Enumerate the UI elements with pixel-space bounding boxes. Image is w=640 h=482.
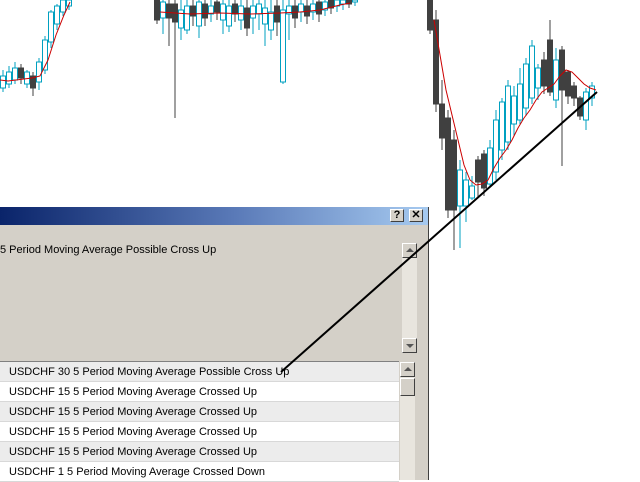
- close-icon[interactable]: ✕: [409, 209, 423, 222]
- candle-body: [184, 5, 190, 31]
- help-icon[interactable]: ?: [390, 209, 404, 222]
- candle-body: [427, 0, 433, 31]
- candle-body: [457, 169, 463, 207]
- candle-body: [18, 67, 24, 79]
- candle-body: [517, 83, 523, 121]
- arrow-up-icon[interactable]: [402, 243, 417, 258]
- candle-body: [42, 39, 48, 71]
- candle-body: [190, 5, 196, 17]
- candle-body: [451, 139, 457, 211]
- candle-body: [160, 1, 166, 19]
- candle-body: [214, 1, 220, 13]
- candle-body: [328, 0, 334, 9]
- candle-body: [262, 7, 268, 25]
- candle-body: [232, 3, 238, 15]
- title-bar[interactable]: ? ✕: [0, 207, 428, 225]
- candle-body: [256, 3, 262, 15]
- candle-body: [36, 61, 42, 83]
- list-item[interactable]: USDCHF 15 5 Period Moving Average Crosse…: [0, 442, 399, 462]
- alerts-list: USDCHF 30 5 Period Moving Average Possib…: [0, 361, 399, 482]
- candle-body: [54, 5, 60, 25]
- candle-body: [12, 67, 18, 81]
- candle-body: [286, 5, 292, 15]
- candle-body: [559, 49, 565, 91]
- message-scrollbar[interactable]: [402, 243, 417, 353]
- list-item-text: USDCHF 1 5 Period Moving Average Crossed…: [9, 466, 265, 478]
- candle-body: [535, 67, 541, 89]
- candle-body: [208, 5, 214, 15]
- candle-body: [469, 185, 475, 199]
- candle-body: [178, 9, 184, 29]
- candle-body: [523, 63, 529, 109]
- candle-body: [226, 5, 232, 27]
- candle-body: [202, 3, 208, 19]
- list-item-text: USDCHF 15 5 Period Moving Average Crosse…: [9, 406, 258, 418]
- candle-body: [244, 7, 250, 29]
- list-item-text: USDCHF 15 5 Period Moving Average Crosse…: [9, 426, 258, 438]
- list-item[interactable]: USDCHF 15 5 Period Moving Average Crosse…: [0, 422, 399, 442]
- candle-body: [280, 9, 286, 83]
- candle-body: [238, 5, 244, 21]
- candle-body: [475, 159, 481, 183]
- candle-body: [511, 95, 517, 125]
- candle-body: [505, 85, 511, 143]
- list-item[interactable]: USDCHF 30 5 Period Moving Average Possib…: [0, 362, 399, 382]
- candle-body: [439, 103, 445, 139]
- candle-body: [310, 3, 316, 13]
- candle-body: [268, 11, 274, 31]
- candle-body: [547, 39, 553, 93]
- alert-window: ? ✕ 5 Period Moving Average Possible Cro…: [0, 207, 429, 482]
- candle-body: [322, 1, 328, 11]
- alert-message-text: 5 Period Moving Average Possible Cross U…: [0, 244, 217, 256]
- candle-body: [445, 117, 451, 211]
- candle-body: [553, 59, 559, 101]
- list-item-text: USDCHF 15 5 Period Moving Average Crosse…: [9, 446, 258, 458]
- candle-body: [166, 3, 172, 19]
- candle-body: [274, 5, 280, 23]
- candle-body: [154, 0, 160, 21]
- list-item[interactable]: USDCHF 1 5 Period Moving Average Crossed…: [0, 462, 399, 482]
- candle-body: [316, 1, 322, 15]
- candle-body: [250, 5, 256, 19]
- candle-body: [529, 45, 535, 99]
- candle-body: [499, 101, 505, 151]
- list-item-text: USDCHF 30 5 Period Moving Average Possib…: [9, 366, 290, 378]
- list-item[interactable]: USDCHF 15 5 Period Moving Average Crosse…: [0, 402, 399, 422]
- candle-body: [340, 0, 346, 5]
- candle-body: [541, 59, 547, 87]
- candle-body: [463, 179, 469, 207]
- moving-average-line: [0, 1, 71, 82]
- candle-body: [352, 0, 358, 3]
- candle-body: [220, 3, 226, 21]
- candle-body: [565, 71, 571, 97]
- candle-body: [48, 11, 54, 43]
- scroll-thumb[interactable]: [400, 378, 415, 396]
- list-item[interactable]: USDCHF 15 5 Period Moving Average Crosse…: [0, 382, 399, 402]
- moving-average-line-2: [159, 2, 351, 15]
- candle-body: [30, 75, 36, 89]
- candle-body: [577, 97, 583, 117]
- candle-body: [298, 3, 304, 13]
- candle-body: [571, 85, 577, 99]
- candle-body: [6, 71, 12, 85]
- list-item-text: USDCHF 15 5 Period Moving Average Crosse…: [9, 386, 258, 398]
- candle-body: [0, 75, 6, 89]
- message-pane: 5 Period Moving Average Possible Cross U…: [0, 237, 402, 355]
- candle-body: [583, 91, 589, 121]
- arrow-up-icon[interactable]: [400, 362, 415, 377]
- candle-body: [60, 0, 66, 13]
- arrow-down-icon[interactable]: [402, 338, 417, 353]
- list-scrollbar[interactable]: [400, 362, 415, 480]
- candle-body: [346, 0, 352, 5]
